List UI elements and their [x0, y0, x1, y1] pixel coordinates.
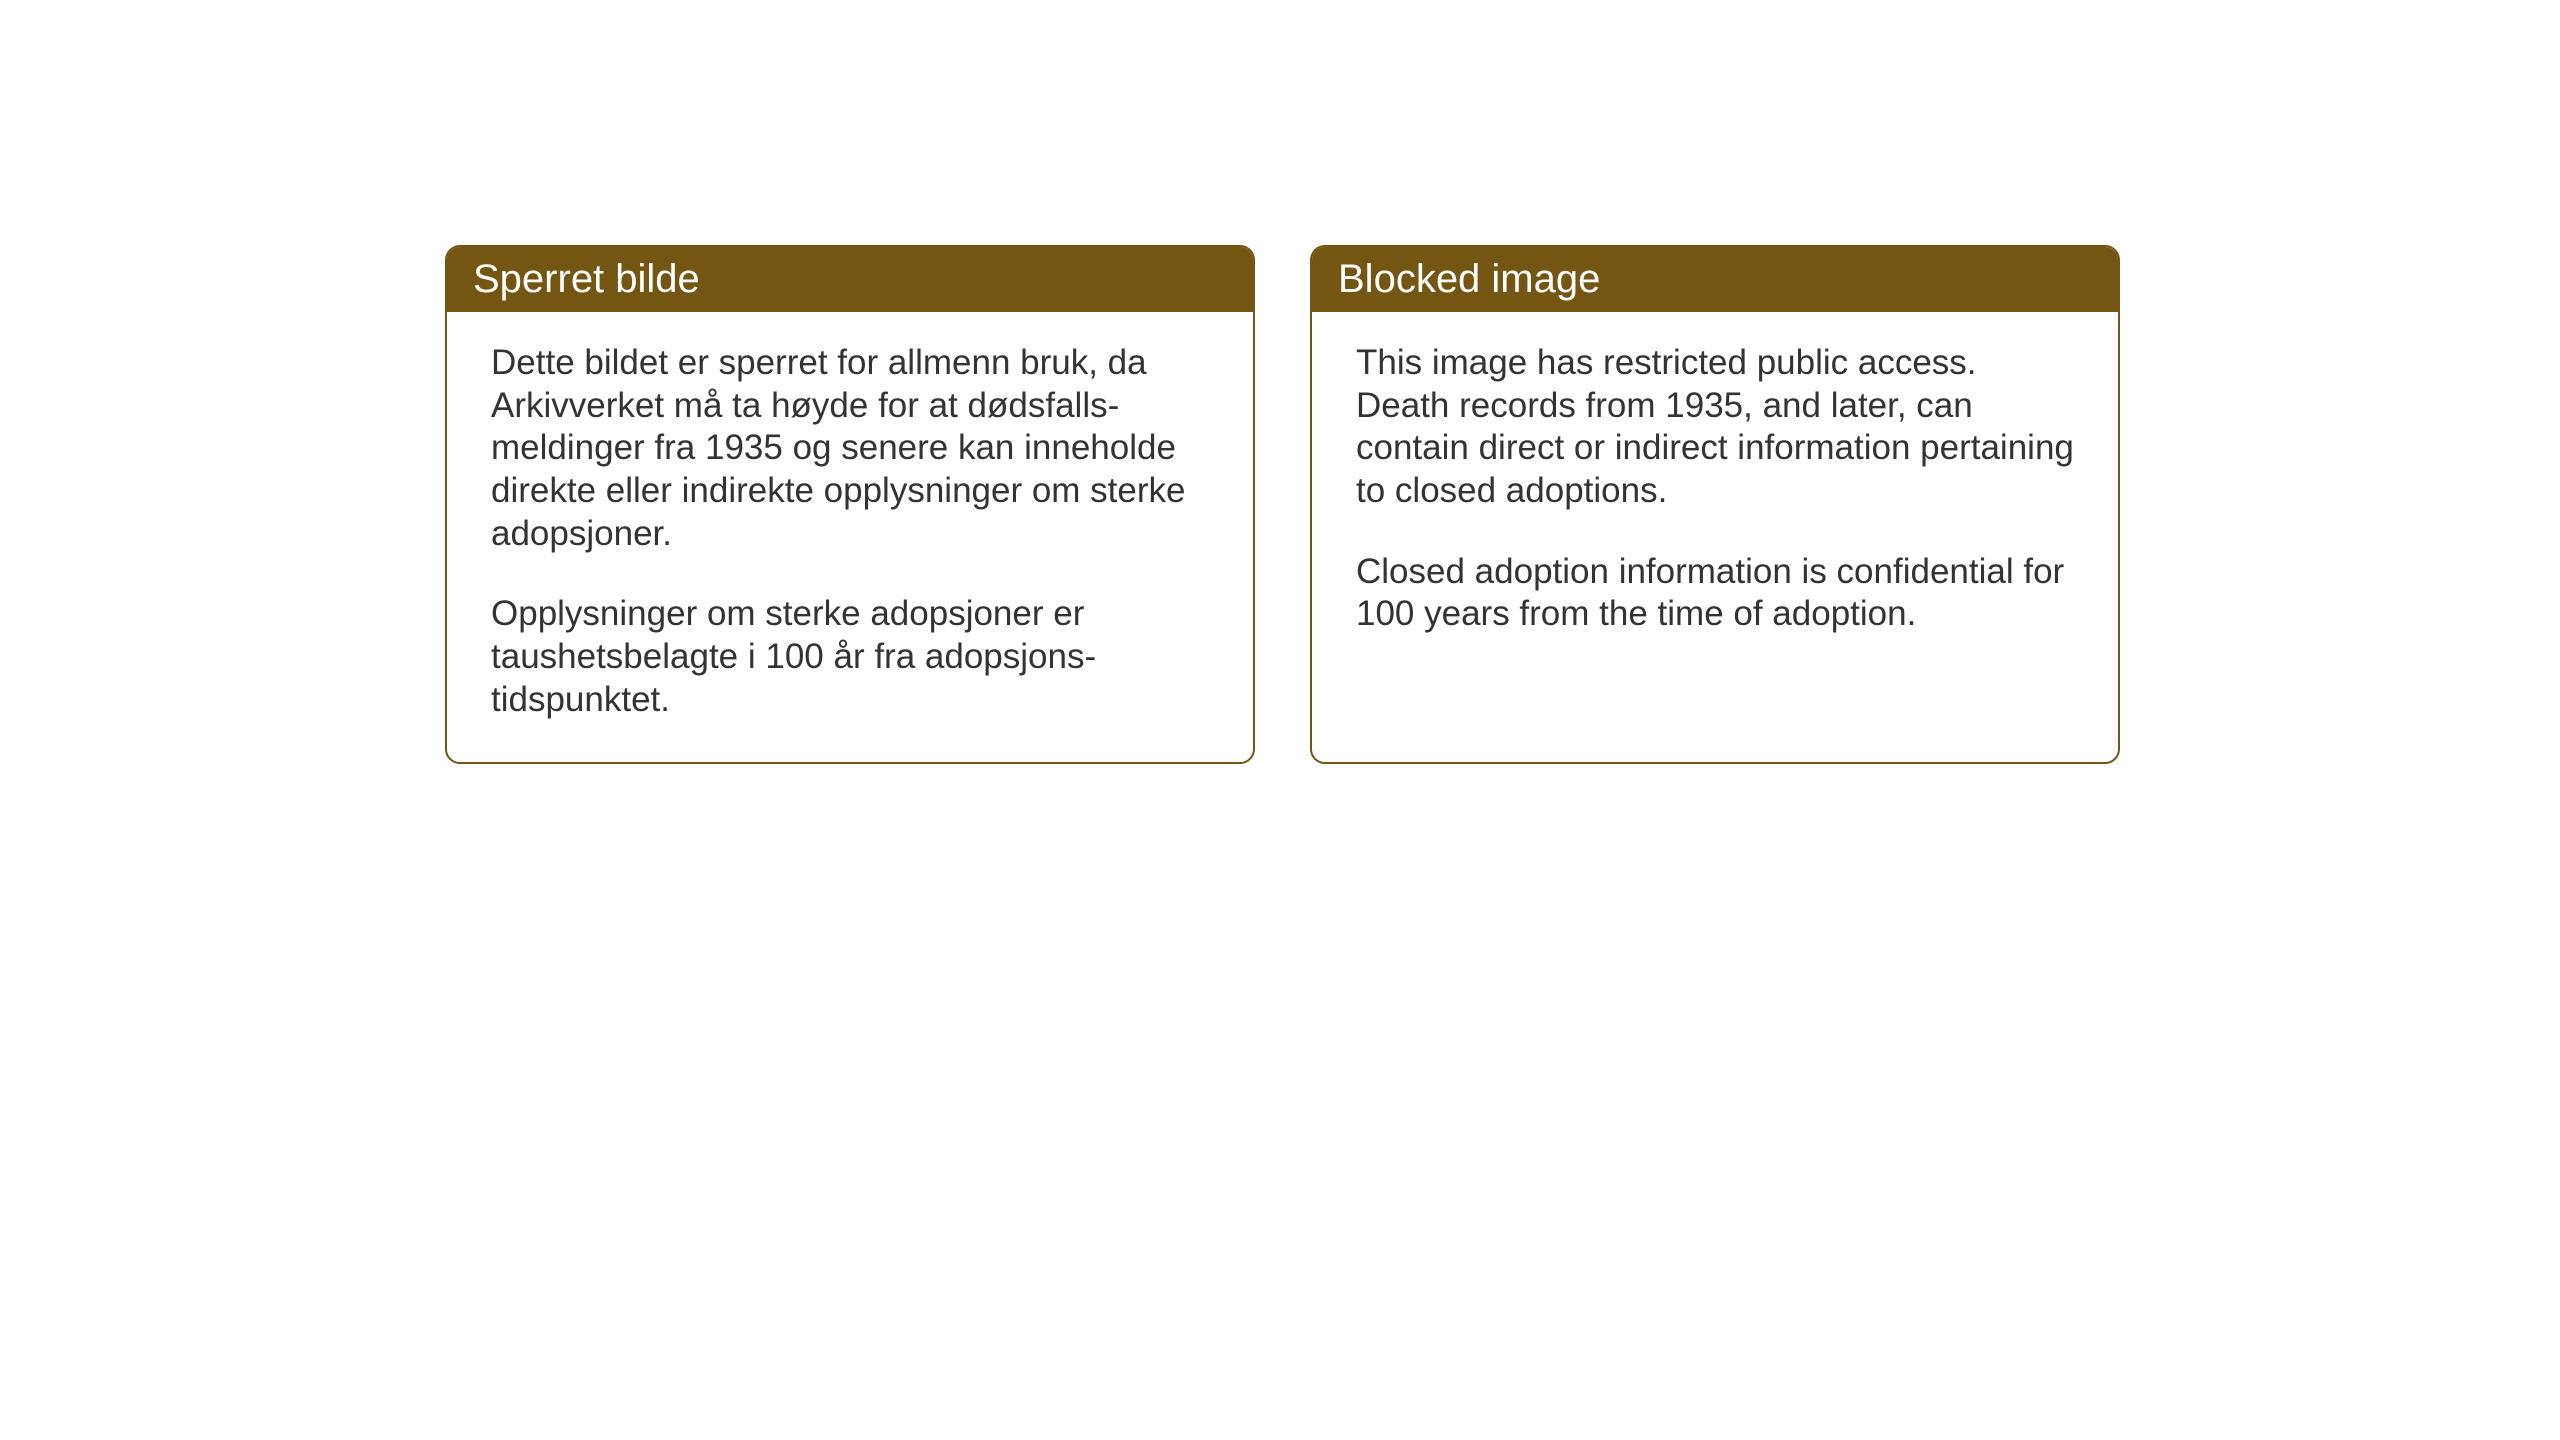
panel-norwegian-body: Dette bildet er sperret for allmenn bruk…	[447, 312, 1253, 762]
panel-english-paragraph-2: Closed adoption information is confident…	[1356, 551, 2074, 636]
panel-norwegian-paragraph-1: Dette bildet er sperret for allmenn bruk…	[491, 342, 1209, 555]
panel-english-body: This image has restricted public access.…	[1312, 312, 2118, 762]
panel-english-paragraph-1: This image has restricted public access.…	[1356, 342, 2074, 513]
panel-english-header: Blocked image	[1312, 247, 2118, 312]
panel-norwegian-paragraph-2: Opplysninger om sterke adopsjoner er tau…	[491, 593, 1209, 721]
panel-norwegian-header: Sperret bilde	[447, 247, 1253, 312]
panel-norwegian: Sperret bilde Dette bildet er sperret fo…	[445, 245, 1255, 764]
panel-english: Blocked image This image has restricted …	[1310, 245, 2120, 764]
panels-container: Sperret bilde Dette bildet er sperret fo…	[445, 245, 2120, 764]
